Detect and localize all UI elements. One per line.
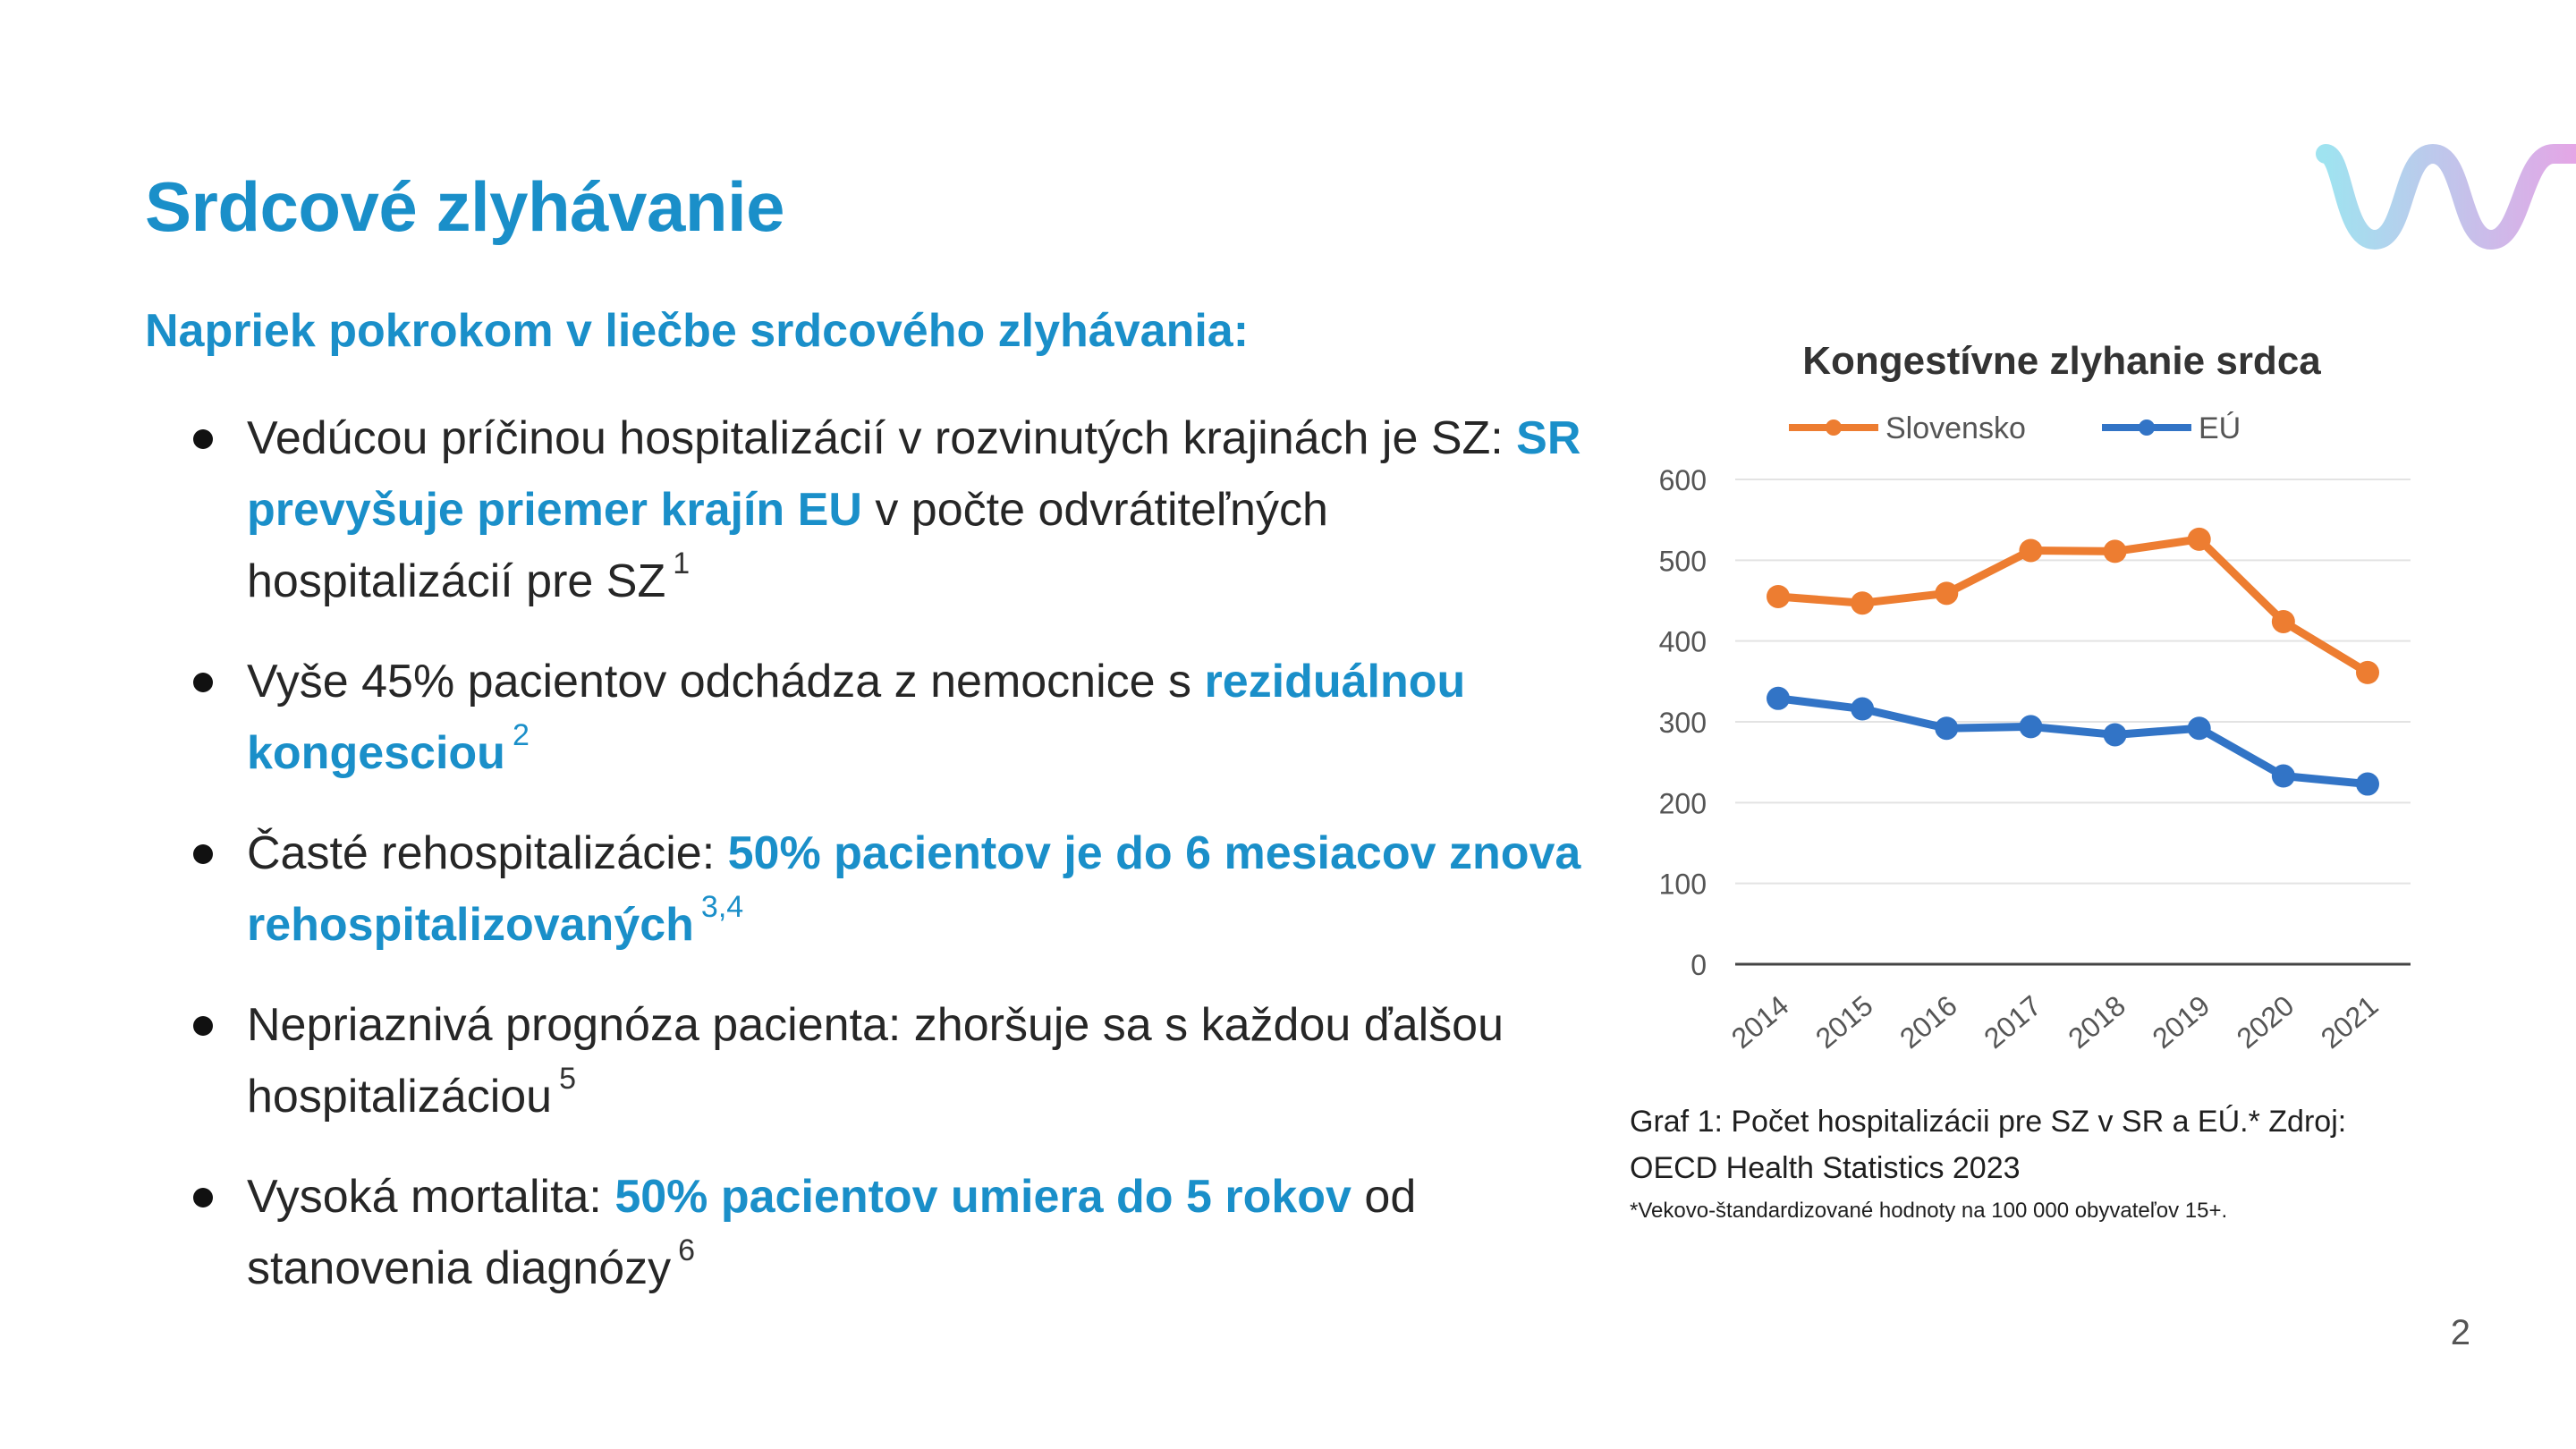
highlighted-text: reziduálnou kongesciou — [247, 656, 1466, 779]
y-tick-label: 500 — [1659, 545, 1707, 577]
x-tick-label: 2014 — [1725, 989, 1795, 1055]
bullet-text: Vyše 45% pacientov odchádza z nemocnice … — [247, 656, 1205, 708]
data-point — [2019, 715, 2043, 739]
legend-label: Slovensko — [1885, 411, 2026, 445]
y-tick-label: 300 — [1659, 707, 1707, 739]
bullet-text: od stanovenia diagnózy — [247, 1171, 1417, 1294]
data-point — [1767, 686, 1790, 710]
y-tick-label: 200 — [1659, 787, 1707, 819]
x-tick-label: 2015 — [1809, 989, 1879, 1055]
bullet-item: Vyše 45% pacientov odchádza z nemocnice … — [188, 646, 1583, 789]
y-tick-label: 400 — [1659, 626, 1707, 658]
legend-marker — [2139, 419, 2155, 436]
y-tick-label: 0 — [1690, 949, 1707, 981]
reference-number: 5 — [559, 1062, 577, 1096]
reference-number: 1 — [673, 547, 691, 580]
series-line-slovensko — [1774, 535, 2372, 677]
x-tick-label: 2017 — [1978, 989, 2047, 1055]
data-point — [2187, 716, 2211, 741]
bullet-text: Vedúcou príčinou hospitalizácií v rozvin… — [247, 412, 1517, 464]
bullet-item: Nepriaznivá prognóza pacienta: zhoršuje … — [188, 989, 1583, 1132]
data-point — [2356, 772, 2379, 796]
slide-title: Srdcové zlyhávanie — [145, 167, 785, 246]
x-tick-label: 2019 — [2147, 989, 2216, 1055]
data-point — [1851, 591, 1875, 615]
bullet-text: Vysoká mortalita: — [247, 1171, 615, 1223]
bullet-text: v počte odvrátiteľných hospitalizácií pr… — [247, 484, 1328, 607]
page-number: 2 — [2450, 1313, 2470, 1352]
bullet-item: Vysoká mortalita: 50% pacientov umiera d… — [188, 1161, 1583, 1304]
data-point — [1851, 697, 1875, 721]
reference-number: 2 — [512, 718, 530, 752]
data-point — [2019, 538, 2043, 563]
data-point — [2103, 539, 2127, 564]
legend-label: EÚ — [2199, 411, 2241, 445]
chart-caption: Graf 1: Počet hospitalizácii pre SZ v SR… — [1630, 1105, 2347, 1185]
data-point — [2103, 723, 2127, 747]
x-tick-label: 2016 — [1894, 989, 1963, 1055]
chart-title: Kongestívne zlyhanie srdca — [1802, 339, 2321, 383]
data-point — [2271, 609, 2295, 633]
data-point — [2187, 527, 2211, 551]
data-point — [2356, 660, 2379, 684]
x-tick-label: 2018 — [2062, 989, 2131, 1055]
bullet-dot-icon — [193, 844, 213, 864]
highlighted-text: 50% pacientov umiera do 5 rokov — [614, 1171, 1352, 1223]
y-tick-label: 600 — [1659, 464, 1707, 496]
data-point — [1935, 581, 1959, 606]
bullet-text: Časté rehospitalizácie: — [247, 827, 728, 879]
bullet-dot-icon — [193, 1016, 213, 1036]
legend-marker — [1826, 419, 1842, 436]
series-line-eu — [1774, 694, 2372, 789]
bullet-list: Vedúcou príčinou hospitalizácií v rozvin… — [188, 402, 1583, 1333]
bullet-item: Časté rehospitalizácie: 50% pacientov je… — [188, 818, 1583, 961]
data-point — [1935, 716, 1959, 741]
highlighted-text: SR prevyšuje priemer krajín EU — [247, 412, 1581, 536]
reference-number: 3,4 — [700, 890, 744, 924]
bullet-text: Nepriaznivá prognóza pacienta: zhoršuje … — [247, 999, 1504, 1123]
bullet-dot-icon — [193, 673, 213, 692]
wave-logo-icon — [2316, 143, 2576, 250]
highlighted-text: 50% pacientov je do 6 mesiacov znova reh… — [247, 827, 1581, 951]
bullet-dot-icon — [193, 1188, 213, 1208]
reference-number: 6 — [678, 1233, 696, 1267]
y-tick-label: 100 — [1659, 869, 1707, 901]
chart-footnote: *Vekovo-štandardizované hodnoty na 100 0… — [1630, 1199, 2228, 1223]
x-tick-label: 2021 — [2315, 989, 2385, 1055]
slide-subtitle: Napriek pokrokom v liečbe srdcového zlyh… — [145, 305, 1250, 357]
data-point — [1767, 584, 1790, 608]
hospitalization-line-chart: Kongestívne zlyhanie srdca Slovensko EÚ 0 10… — [1659, 339, 2411, 1055]
data-point — [2271, 764, 2295, 788]
x-tick-label: 2020 — [2231, 989, 2301, 1055]
bullet-item: Vedúcou príčinou hospitalizácií v rozvin… — [188, 402, 1583, 617]
bullet-dot-icon — [193, 429, 213, 449]
